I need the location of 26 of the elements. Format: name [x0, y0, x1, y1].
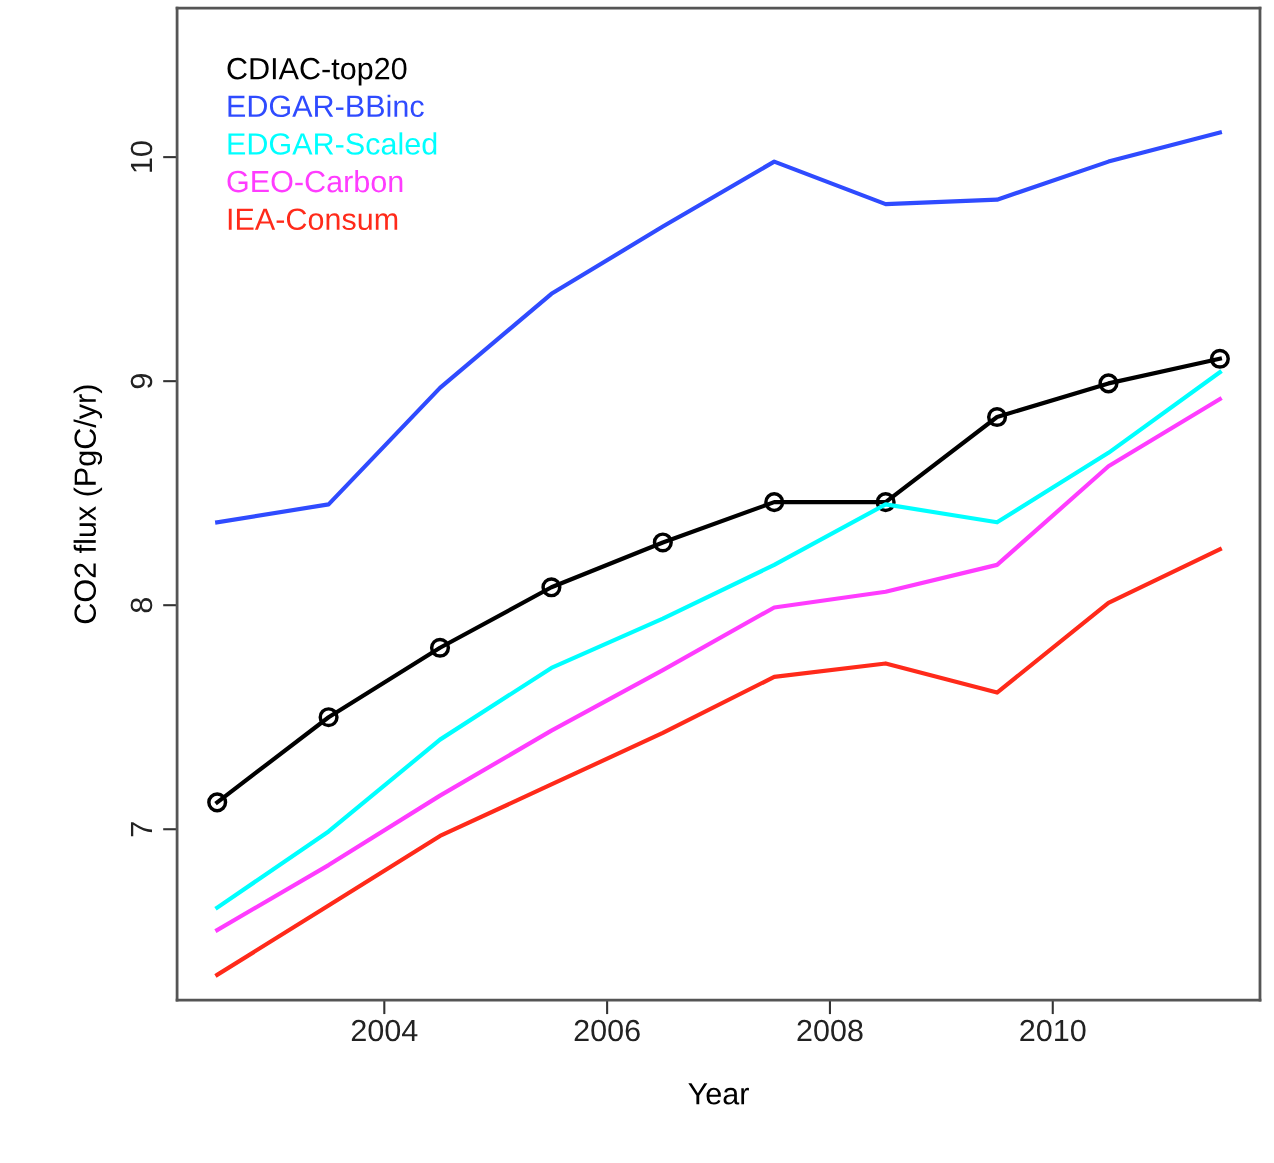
y-tick-label: 9 — [130, 374, 153, 389]
y-tick-label: 7 — [130, 822, 152, 837]
line-series — [215, 130, 1222, 525]
x-tick-label: 2006 — [574, 1019, 640, 1042]
point — [541, 577, 562, 598]
point — [1209, 348, 1230, 369]
y-tick-label: 10 — [130, 141, 153, 172]
point — [429, 637, 451, 658]
point — [1098, 373, 1119, 394]
text: GEO-Carbon — [227, 169, 403, 193]
point — [207, 792, 228, 813]
text: CDIAC-top20 — [227, 57, 407, 86]
point — [318, 707, 339, 728]
point — [652, 532, 673, 553]
point — [764, 492, 785, 513]
x-tick-label: 2008 — [797, 1019, 863, 1042]
line-series — [215, 547, 1222, 977]
x-tick-label: 2010 — [1020, 1019, 1086, 1042]
y-tick-label: 8 — [130, 598, 153, 613]
y-axis-title: CO2 flux (PgC/yr) — [73, 385, 103, 624]
text: EDGAR-Scaled — [228, 132, 437, 155]
text: EDGAR-BBinc — [228, 94, 424, 118]
point — [986, 406, 1008, 428]
x-axis-title: Year — [688, 1083, 749, 1105]
x-tick-label: 2004 — [351, 1019, 418, 1042]
text: IEA-Consum — [228, 208, 398, 231]
